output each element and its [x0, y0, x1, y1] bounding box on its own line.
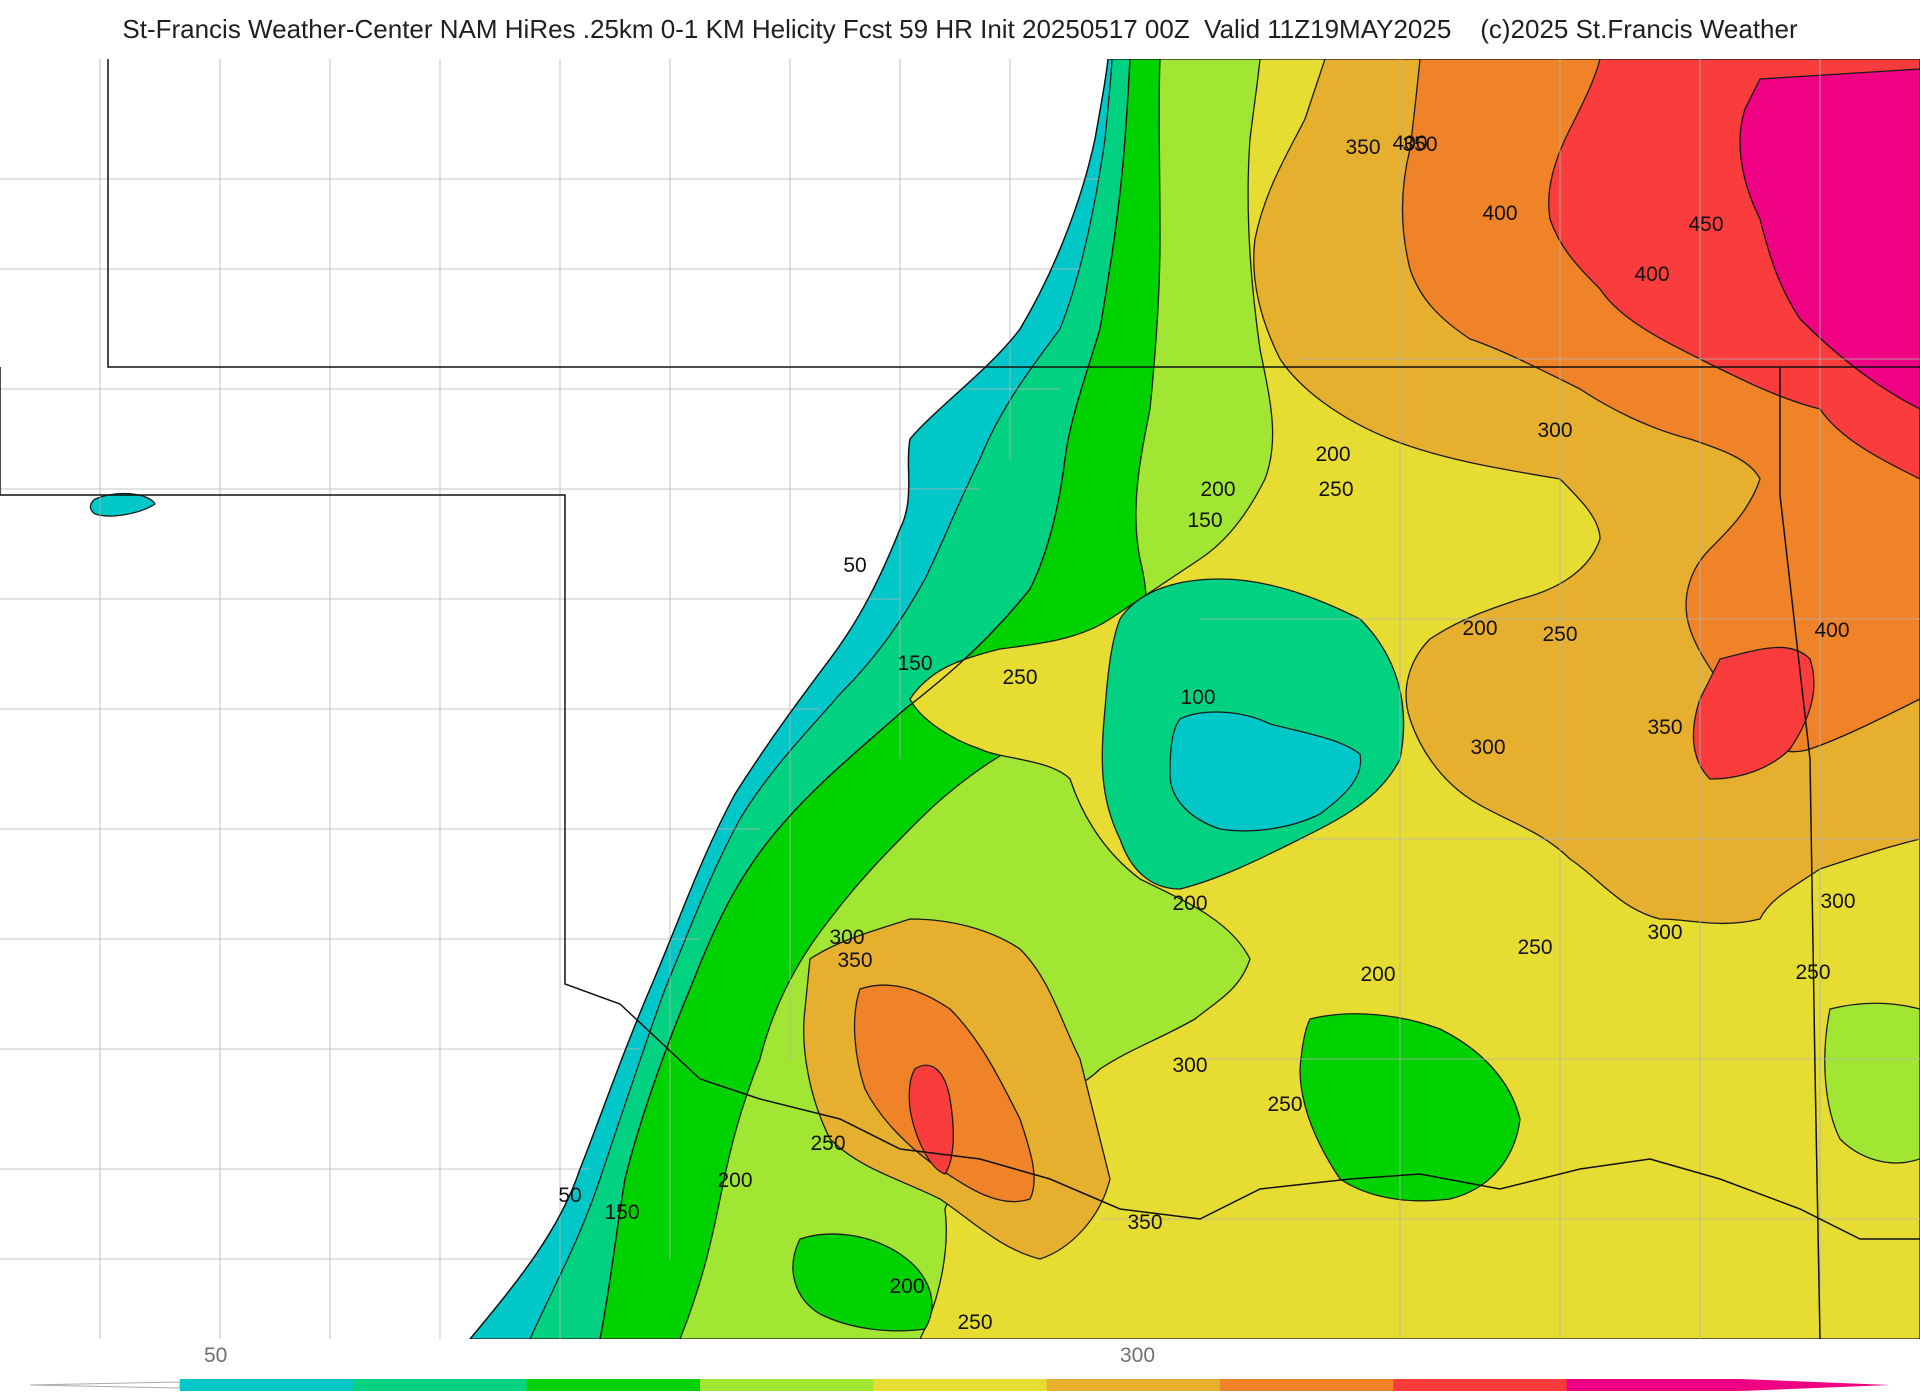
colorbar-overflow-arrow	[1740, 1379, 1890, 1391]
contour-label: 150	[897, 652, 932, 675]
colorbar-segments	[30, 1379, 1890, 1391]
band-450	[1739, 68, 1920, 410]
contour-label: 300	[1470, 736, 1505, 759]
contour-label: 250	[1542, 623, 1577, 646]
contour-label: 400	[1634, 263, 1669, 286]
contour-label: 450	[1688, 213, 1723, 236]
colorbar-segment	[700, 1379, 874, 1391]
contour-label: 250	[1517, 936, 1552, 959]
contour-label: 250	[1267, 1093, 1302, 1116]
helicity-map: 50 50 100 150 150 150 200 200 200 200 20…	[0, 59, 1920, 1339]
colorbar-segment	[1566, 1379, 1741, 1391]
helicity-low-southeast	[1299, 1013, 1521, 1202]
contour-label: 300	[829, 926, 864, 949]
contour-label: 400	[1392, 132, 1427, 155]
contour-label: 200	[1360, 963, 1395, 986]
state-borders	[0, 59, 1920, 1339]
contour-label: 200	[1315, 443, 1350, 466]
helicity-low-east	[1824, 1002, 1920, 1164]
helicity-low-south	[792, 1233, 933, 1332]
colorbar-tick-300: 300	[1120, 1344, 1156, 1367]
contour-label: 200	[1462, 617, 1497, 640]
contour-label: 250	[957, 1311, 992, 1334]
colorbar-segment	[1220, 1379, 1394, 1391]
map-title: St-Francis Weather-Center NAM HiRes .25k…	[122, 14, 1798, 44]
contour-lines	[469, 59, 1131, 1339]
contour-label: 250	[1318, 478, 1353, 501]
contour-label: 200	[1172, 892, 1207, 915]
colorbar-segment	[526, 1379, 701, 1391]
helicity-peak-south	[908, 1064, 954, 1175]
contour-label: 300	[1647, 921, 1682, 944]
contour-label: 250	[1002, 666, 1037, 689]
contour-label: 350	[837, 949, 872, 972]
colorbar-underflow-arrow	[30, 1381, 181, 1389]
isolated-cell-northwest	[89, 492, 156, 517]
contour-label: 300	[1172, 1054, 1207, 1077]
contour-label: 400	[1814, 619, 1849, 642]
helicity-min-center	[1169, 711, 1362, 832]
colorbar-segment	[1046, 1379, 1221, 1391]
contour-label: 250	[810, 1132, 845, 1155]
contour-label: 350	[1127, 1211, 1162, 1234]
contour-label: 50	[558, 1184, 581, 1207]
contour-label: 200	[717, 1169, 752, 1192]
contour-label: 200	[1200, 478, 1235, 501]
colorbar-segment	[180, 1379, 354, 1391]
colorbar-segment	[1393, 1379, 1568, 1391]
contour-label: 400	[1482, 202, 1517, 225]
contour-label: 350	[1402, 133, 1437, 156]
colorbar-tick-50: 50	[204, 1344, 228, 1367]
contour-label: 100	[1180, 686, 1215, 709]
county-borders	[0, 59, 1920, 1339]
contour-labels: 50 50 100 150 150 150 200 200 200 200 20…	[558, 132, 1855, 1334]
colorbar	[30, 1379, 1890, 1391]
contour-label: 350	[1647, 716, 1682, 739]
contour-label: 350	[1345, 136, 1380, 159]
contour-label: 150	[1187, 509, 1222, 532]
contour-label: 300	[1537, 419, 1572, 442]
contour-label: 250	[1795, 961, 1830, 984]
colorbar-segment	[353, 1379, 528, 1391]
helicity-max-se	[1692, 646, 1815, 780]
helicity-fill-layers	[89, 59, 1920, 1339]
contour-label: 150	[604, 1201, 639, 1224]
contour-label: 300	[1820, 890, 1855, 913]
contour-label: 50	[843, 554, 866, 577]
contour-label: 200	[889, 1275, 924, 1298]
colorbar-segment	[873, 1379, 1048, 1391]
